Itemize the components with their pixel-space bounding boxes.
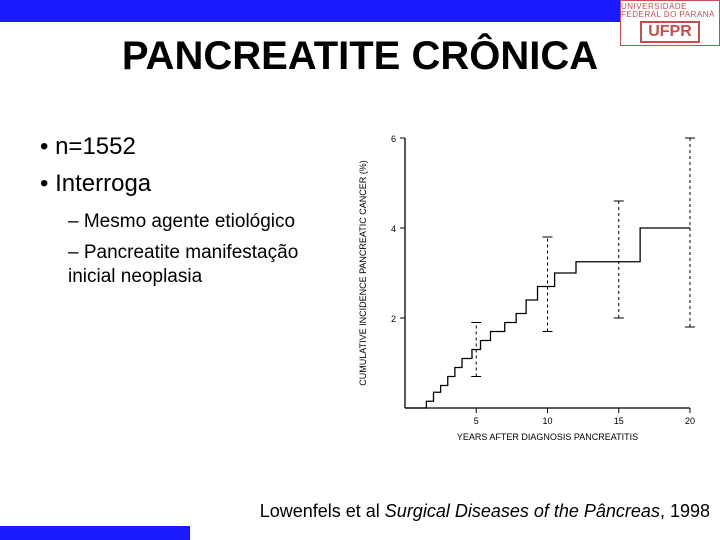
svg-text:5: 5 — [474, 416, 479, 426]
citation: Lowenfels et al Surgical Diseases of the… — [0, 501, 720, 522]
step-chart: 2 4 6 5 10 15 20 YEARS AFTER DIAGNOSIS PANCREAT… — [350, 128, 700, 448]
svg-text:20: 20 — [685, 416, 695, 426]
bullet-l1: n=1552 — [40, 130, 340, 165]
slide-title: PANCREATITE CRÔNICA — [0, 34, 720, 79]
header-bar — [0, 0, 720, 22]
svg-text:2: 2 — [391, 314, 396, 324]
svg-text:15: 15 — [614, 416, 624, 426]
bullet-l2: Pancreatite manifestação inicial neoplas… — [68, 241, 340, 289]
bullet-list: n=1552 Interroga Mesmo agente etiológico… — [40, 130, 340, 289]
bullet-l2: Mesmo agente etiológico — [68, 210, 340, 234]
logo-subtitle: UNIVERSIDADE FEDERAL DO PARANÁ — [621, 3, 719, 19]
citation-title: Surgical Diseases of the Pâncreas — [385, 501, 660, 521]
svg-text:10: 10 — [542, 416, 552, 426]
bullet-l1: Interroga — [40, 167, 340, 202]
svg-text:6: 6 — [391, 134, 396, 144]
svg-text:YEARS AFTER DIAGNOSIS PANCREAT: YEARS AFTER DIAGNOSIS PANCREATITIS — [457, 432, 638, 442]
svg-text:4: 4 — [391, 224, 396, 234]
citation-prefix: Lowenfels et al — [260, 501, 385, 521]
footer-bar — [0, 526, 190, 540]
citation-suffix: , 1998 — [660, 501, 710, 521]
svg-text:CUMULATIVE INCIDENCE PANCREATI: CUMULATIVE INCIDENCE PANCREATIC CANCER (… — [358, 160, 368, 386]
